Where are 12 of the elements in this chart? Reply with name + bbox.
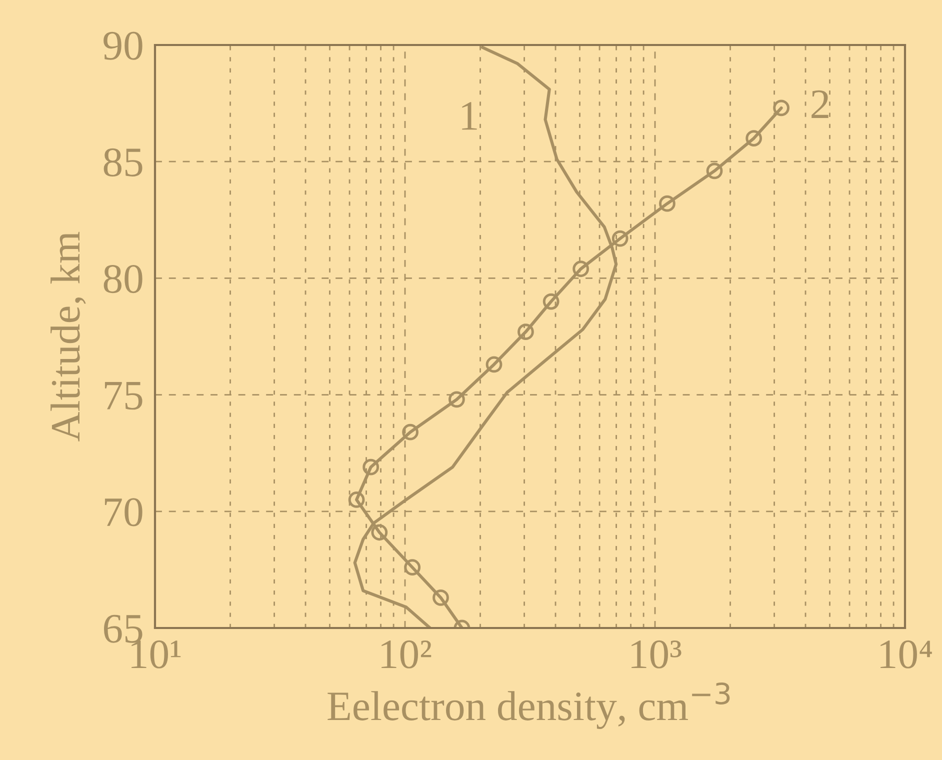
y-tick-label: 70 bbox=[104, 498, 142, 526]
x-axis-title: Eelectron density, cm$^{−3}$ bbox=[328, 682, 730, 730]
x-tick-label: 10² bbox=[382, 640, 432, 668]
series-label: 1 bbox=[462, 102, 477, 130]
y-tick-label: 80 bbox=[104, 264, 142, 294]
y-tick-label: 85 bbox=[104, 148, 142, 176]
x-tick-label: 10³ bbox=[632, 640, 682, 668]
y-tick-label: 90 bbox=[104, 32, 142, 60]
y-axis-title: Altitude, km bbox=[50, 232, 86, 442]
x-tick-label: 10⁴ bbox=[880, 640, 932, 668]
series-label: 2 bbox=[812, 90, 828, 118]
y-tick-label: 75 bbox=[104, 382, 142, 410]
